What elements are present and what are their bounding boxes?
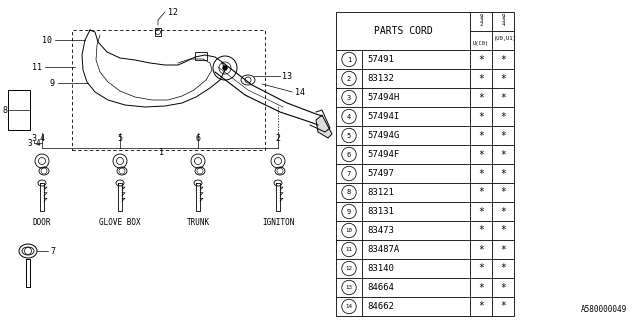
- Text: 3: 3: [31, 133, 36, 142]
- Text: 9: 9: [50, 78, 55, 87]
- Text: 14: 14: [295, 87, 305, 97]
- Text: 57494I: 57494I: [367, 112, 399, 121]
- Text: *: *: [478, 226, 484, 236]
- Text: *: *: [478, 169, 484, 179]
- Text: 5: 5: [347, 132, 351, 139]
- Text: 84662: 84662: [367, 302, 394, 311]
- Text: GLOVE BOX: GLOVE BOX: [99, 218, 141, 227]
- Text: 11: 11: [346, 247, 353, 252]
- Text: 57491: 57491: [367, 55, 394, 64]
- Text: 2: 2: [275, 133, 280, 142]
- Text: *: *: [500, 92, 506, 102]
- Text: U(C0): U(C0): [473, 41, 489, 46]
- Text: 12: 12: [168, 7, 178, 17]
- Text: *: *: [478, 131, 484, 140]
- Text: 7: 7: [50, 246, 55, 255]
- Text: 8: 8: [347, 189, 351, 196]
- Text: *: *: [500, 226, 506, 236]
- Text: (U0,U1): (U0,U1): [494, 36, 516, 41]
- Text: 57497: 57497: [367, 169, 394, 178]
- Text: *: *: [478, 244, 484, 254]
- Text: 4: 4: [36, 139, 40, 148]
- Text: *: *: [478, 263, 484, 274]
- Text: 13: 13: [282, 71, 292, 81]
- Text: 10: 10: [346, 228, 353, 233]
- Text: *: *: [500, 111, 506, 122]
- Text: 6: 6: [347, 151, 351, 157]
- Text: 4: 4: [40, 133, 45, 142]
- Bar: [8, 90, 30, 130]
- Text: 83140: 83140: [367, 264, 394, 273]
- Text: *: *: [478, 74, 484, 84]
- Text: 4: 4: [347, 114, 351, 119]
- Text: 14: 14: [346, 304, 353, 309]
- Text: 3: 3: [347, 94, 351, 100]
- Text: 83487A: 83487A: [367, 245, 399, 254]
- Text: 11: 11: [32, 62, 42, 71]
- Text: 9: 9: [347, 209, 351, 214]
- Text: *: *: [478, 111, 484, 122]
- Text: *: *: [500, 54, 506, 65]
- Text: 13: 13: [346, 285, 353, 290]
- Bar: [336, 12, 514, 316]
- Text: 7: 7: [347, 171, 351, 177]
- Text: 84664: 84664: [367, 283, 394, 292]
- Text: 3: 3: [28, 139, 32, 148]
- Text: 1: 1: [347, 57, 351, 62]
- Text: 57494G: 57494G: [367, 131, 399, 140]
- Text: *: *: [500, 169, 506, 179]
- Text: TRUNK: TRUNK: [186, 218, 209, 227]
- Text: 9
3
2: 9 3 2: [479, 14, 483, 28]
- Text: 83131: 83131: [367, 207, 394, 216]
- Text: *: *: [500, 149, 506, 159]
- Text: *: *: [500, 206, 506, 217]
- Text: DOOR: DOOR: [33, 218, 51, 227]
- Text: *: *: [478, 92, 484, 102]
- Text: 57494F: 57494F: [367, 150, 399, 159]
- Bar: [155, 28, 161, 36]
- Text: IGNITON: IGNITON: [262, 218, 294, 227]
- Text: *: *: [500, 131, 506, 140]
- Text: *: *: [478, 188, 484, 197]
- Text: *: *: [500, 74, 506, 84]
- Text: 2: 2: [347, 76, 351, 82]
- Polygon shape: [316, 115, 332, 138]
- Bar: [72, 30, 265, 150]
- Text: *: *: [500, 301, 506, 311]
- Text: 57494H: 57494H: [367, 93, 399, 102]
- Text: *: *: [500, 283, 506, 292]
- Text: 8: 8: [3, 106, 8, 115]
- Text: A580000049: A580000049: [580, 305, 627, 314]
- Text: *: *: [500, 244, 506, 254]
- Text: *: *: [478, 206, 484, 217]
- Text: *: *: [478, 149, 484, 159]
- Text: *: *: [478, 283, 484, 292]
- Text: PARTS CORD: PARTS CORD: [374, 26, 433, 36]
- Text: 83132: 83132: [367, 74, 394, 83]
- Text: *: *: [478, 301, 484, 311]
- Text: 1: 1: [159, 148, 164, 156]
- Text: 12: 12: [346, 266, 353, 271]
- Text: *: *: [500, 188, 506, 197]
- Text: 9
3
4: 9 3 4: [501, 14, 504, 28]
- Text: 83473: 83473: [367, 226, 394, 235]
- Text: 10: 10: [42, 36, 52, 44]
- Text: 6: 6: [195, 133, 200, 142]
- Text: 5: 5: [118, 133, 122, 142]
- Text: *: *: [478, 54, 484, 65]
- Bar: [195, 52, 207, 60]
- Circle shape: [223, 66, 227, 70]
- Text: *: *: [500, 263, 506, 274]
- Text: 83121: 83121: [367, 188, 394, 197]
